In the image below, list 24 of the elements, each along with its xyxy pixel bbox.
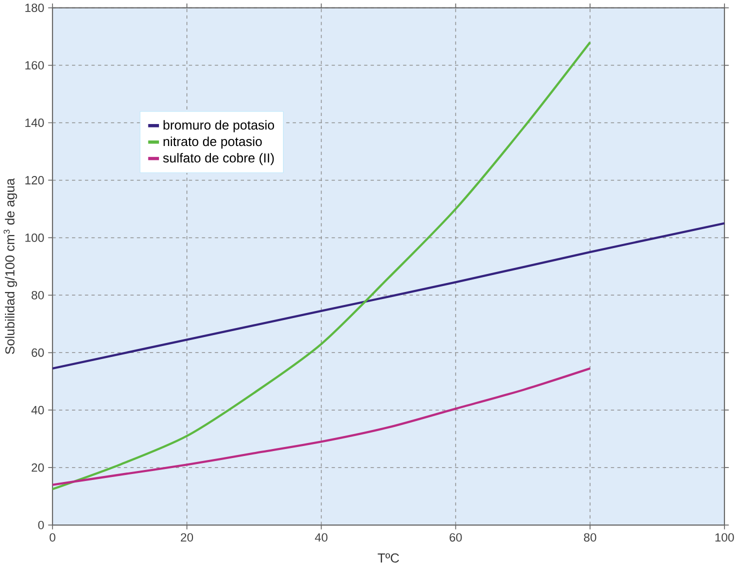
y-tick-label: 140	[25, 118, 44, 127]
x-tick-label: 80	[584, 533, 596, 542]
x-tick-label: 40	[314, 533, 328, 542]
y-tick-label: 20	[32, 463, 44, 472]
y-tick-label: 0	[38, 520, 44, 530]
x-tick-label: 0	[50, 533, 56, 542]
y-axis-title: Solubilidad g/100 cm$^{3}$ de agua	[4, 178, 18, 354]
line-series	[52, 222, 724, 370]
legend-label: sulfato de cobre (II)	[163, 152, 274, 166]
y-tick-label: 60	[32, 348, 44, 357]
y-tick-label: 180	[25, 4, 44, 12]
x-tick-label: 100	[715, 533, 734, 542]
y-tick-label: 40	[31, 406, 44, 414]
line-series	[52, 367, 592, 486]
y-tick-label: 80	[32, 290, 44, 300]
legend-label: nitrato de potasio	[164, 136, 262, 149]
y-tick-label: 100	[25, 233, 44, 242]
x-tick-label: 20	[180, 533, 194, 542]
line-series	[52, 41, 592, 490]
x-tick-label: 60	[450, 533, 462, 542]
y-tick-label: 120	[25, 176, 44, 184]
y-tick-label: 160	[25, 60, 44, 70]
legend-label: bromuro de potasio	[164, 120, 274, 132]
x-axis-title: TºC	[378, 553, 400, 562]
